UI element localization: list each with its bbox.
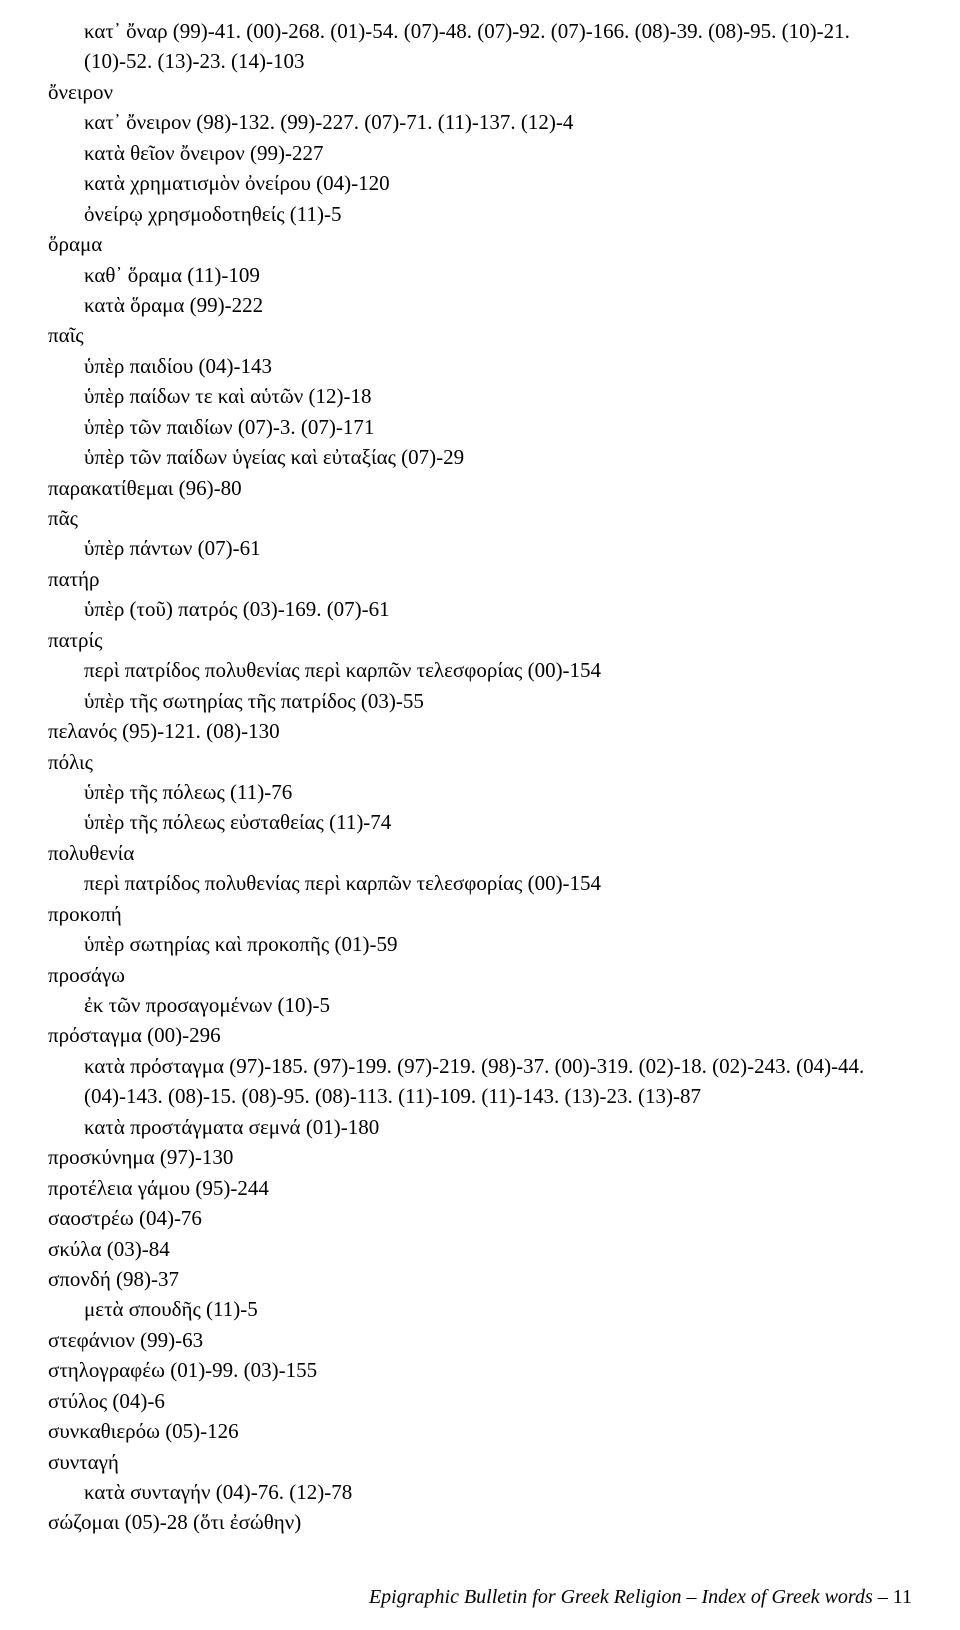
index-subentry: ὑπὲρ πάντων (07)-61: [48, 533, 912, 563]
index-headword: σκύλα (03)-84: [48, 1234, 912, 1264]
document-page: κατ᾽ ὄναρ (99)-41. (00)-268. (01)-54. (0…: [0, 0, 960, 1630]
index-headword: πόλις: [48, 747, 912, 777]
index-headword: προκοπή: [48, 899, 912, 929]
index-subentry: μετὰ σπουδῆς (11)-5: [48, 1294, 912, 1324]
index-headword: στηλογραφέω (01)-99. (03)-155: [48, 1355, 912, 1385]
index-headword: προσκύνημα (97)-130: [48, 1142, 912, 1172]
index-headword: στύλος (04)-6: [48, 1386, 912, 1416]
index-subentry: ὑπὲρ τῶν παίδων ὑγείας καὶ εὐταξίας (07)…: [48, 442, 912, 472]
index-subentry: καθ᾽ ὅραμα (11)-109: [48, 260, 912, 290]
index-subentry: κατ᾽ ὄναρ (99)-41. (00)-268. (01)-54. (0…: [48, 16, 912, 77]
index-subentry: ὑπὲρ σωτηρίας καὶ προκοπῆς (01)-59: [48, 929, 912, 959]
index-subentry: κατὰ συνταγήν (04)-76. (12)-78: [48, 1477, 912, 1507]
index-subentry: ὑπὲρ (τοῦ) πατρός (03)-169. (07)-61: [48, 594, 912, 624]
index-subentry: ὀνείρῳ χρησμοδοτηθείς (11)-5: [48, 199, 912, 229]
index-headword: παρακατίθεμαι (96)-80: [48, 473, 912, 503]
index-headword: προσάγω: [48, 960, 912, 990]
index-headword: πατρίς: [48, 625, 912, 655]
index-headword: ὅραμα: [48, 229, 912, 259]
index-subentry: ἐκ τῶν προσαγομένων (10)-5: [48, 990, 912, 1020]
footer-separator: –: [873, 1586, 893, 1608]
index-subentry: περὶ πατρίδος πολυθενίας περὶ καρπῶν τελ…: [48, 655, 912, 685]
index-subentry: κατὰ πρόσταγμα (97)-185. (97)-199. (97)-…: [48, 1051, 912, 1112]
index-headword: συνταγή: [48, 1447, 912, 1477]
index-subentry: κατὰ ὅραμα (99)-222: [48, 290, 912, 320]
index-subentry: ὑπὲρ τῆς πόλεως εὐσταθείας (11)-74: [48, 807, 912, 837]
index-headword: παῖς: [48, 320, 912, 350]
index-headword: πελανός (95)-121. (08)-130: [48, 716, 912, 746]
index-subentry: περὶ πατρίδος πολυθενίας περὶ καρπῶν τελ…: [48, 868, 912, 898]
index-headword: σαοστρέω (04)-76: [48, 1203, 912, 1233]
index-entries: κατ᾽ ὄναρ (99)-41. (00)-268. (01)-54. (0…: [48, 16, 912, 1538]
index-subentry: κατ᾽ ὄνειρον (98)-132. (99)-227. (07)-71…: [48, 107, 912, 137]
index-headword: συνκαθιερόω (05)-126: [48, 1416, 912, 1446]
index-headword: πολυθενία: [48, 838, 912, 868]
footer-page-number: 11: [893, 1586, 912, 1608]
footer-title: Epigraphic Bulletin for Greek Religion –…: [369, 1586, 873, 1608]
index-headword: σπονδή (98)-37: [48, 1264, 912, 1294]
index-headword: στεφάνιον (99)-63: [48, 1325, 912, 1355]
index-headword: σώζομαι (05)-28 (ὅτι ἐσώθην): [48, 1507, 912, 1537]
index-subentry: κατὰ θεῖον ὄνειρον (99)-227: [48, 138, 912, 168]
page-footer: Epigraphic Bulletin for Greek Religion –…: [369, 1583, 912, 1612]
index-subentry: ὑπὲρ παίδων τε καὶ αὑτῶν (12)-18: [48, 381, 912, 411]
index-headword: προτέλεια γάμου (95)-244: [48, 1173, 912, 1203]
index-headword: πᾶς: [48, 503, 912, 533]
index-subentry: ὑπὲρ παιδίου (04)-143: [48, 351, 912, 381]
index-subentry: κατὰ προστάγματα σεμνά (01)-180: [48, 1112, 912, 1142]
index-headword: ὄνειρον: [48, 77, 912, 107]
index-subentry: ὑπὲρ τῆς σωτηρίας τῆς πατρίδος (03)-55: [48, 686, 912, 716]
index-headword: πατήρ: [48, 564, 912, 594]
index-subentry: ὑπὲρ τῆς πόλεως (11)-76: [48, 777, 912, 807]
index-subentry: ὑπὲρ τῶν παιδίων (07)-3. (07)-171: [48, 412, 912, 442]
index-headword: πρόσταγμα (00)-296: [48, 1020, 912, 1050]
index-subentry: κατὰ χρηματισμὸν ὀνείρου (04)-120: [48, 168, 912, 198]
